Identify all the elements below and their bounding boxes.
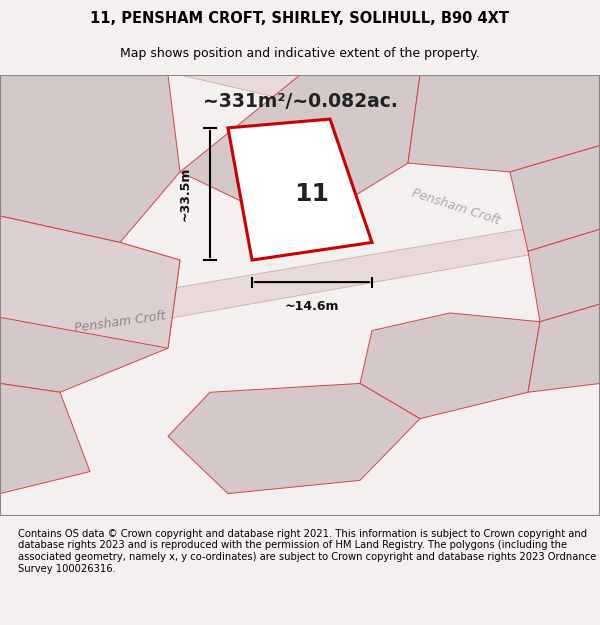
Text: Pensham Croft: Pensham Croft [410,187,502,228]
Polygon shape [510,146,600,251]
Polygon shape [0,242,180,392]
Text: ~331m²/~0.082ac.: ~331m²/~0.082ac. [203,92,397,111]
Polygon shape [180,75,420,229]
Text: 11: 11 [295,182,329,206]
Text: Map shows position and indicative extent of the property.: Map shows position and indicative extent… [120,48,480,61]
Polygon shape [168,384,420,494]
Text: ~14.6m: ~14.6m [285,300,339,312]
Polygon shape [408,75,600,172]
Text: 11, PENSHAM CROFT, SHIRLEY, SOLIHULL, B90 4XT: 11, PENSHAM CROFT, SHIRLEY, SOLIHULL, B9… [91,11,509,26]
Text: ~33.5m: ~33.5m [179,167,192,221]
Polygon shape [0,384,90,494]
Polygon shape [528,229,600,322]
Text: Contains OS data © Crown copyright and database right 2021. This information is : Contains OS data © Crown copyright and d… [18,529,596,574]
Polygon shape [0,75,180,242]
Polygon shape [180,49,600,172]
Polygon shape [360,313,540,419]
Text: Pensham Croft: Pensham Croft [74,309,166,334]
Polygon shape [0,216,600,348]
Polygon shape [0,216,180,348]
Polygon shape [228,119,372,260]
Polygon shape [528,304,600,392]
